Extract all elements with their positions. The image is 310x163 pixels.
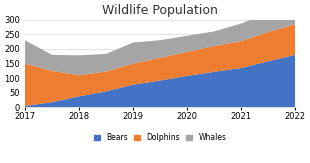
Legend: Bears, Dolphins, Whales: Bears, Dolphins, Whales [94, 133, 226, 142]
Title: Wildlife Population: Wildlife Population [102, 4, 218, 17]
